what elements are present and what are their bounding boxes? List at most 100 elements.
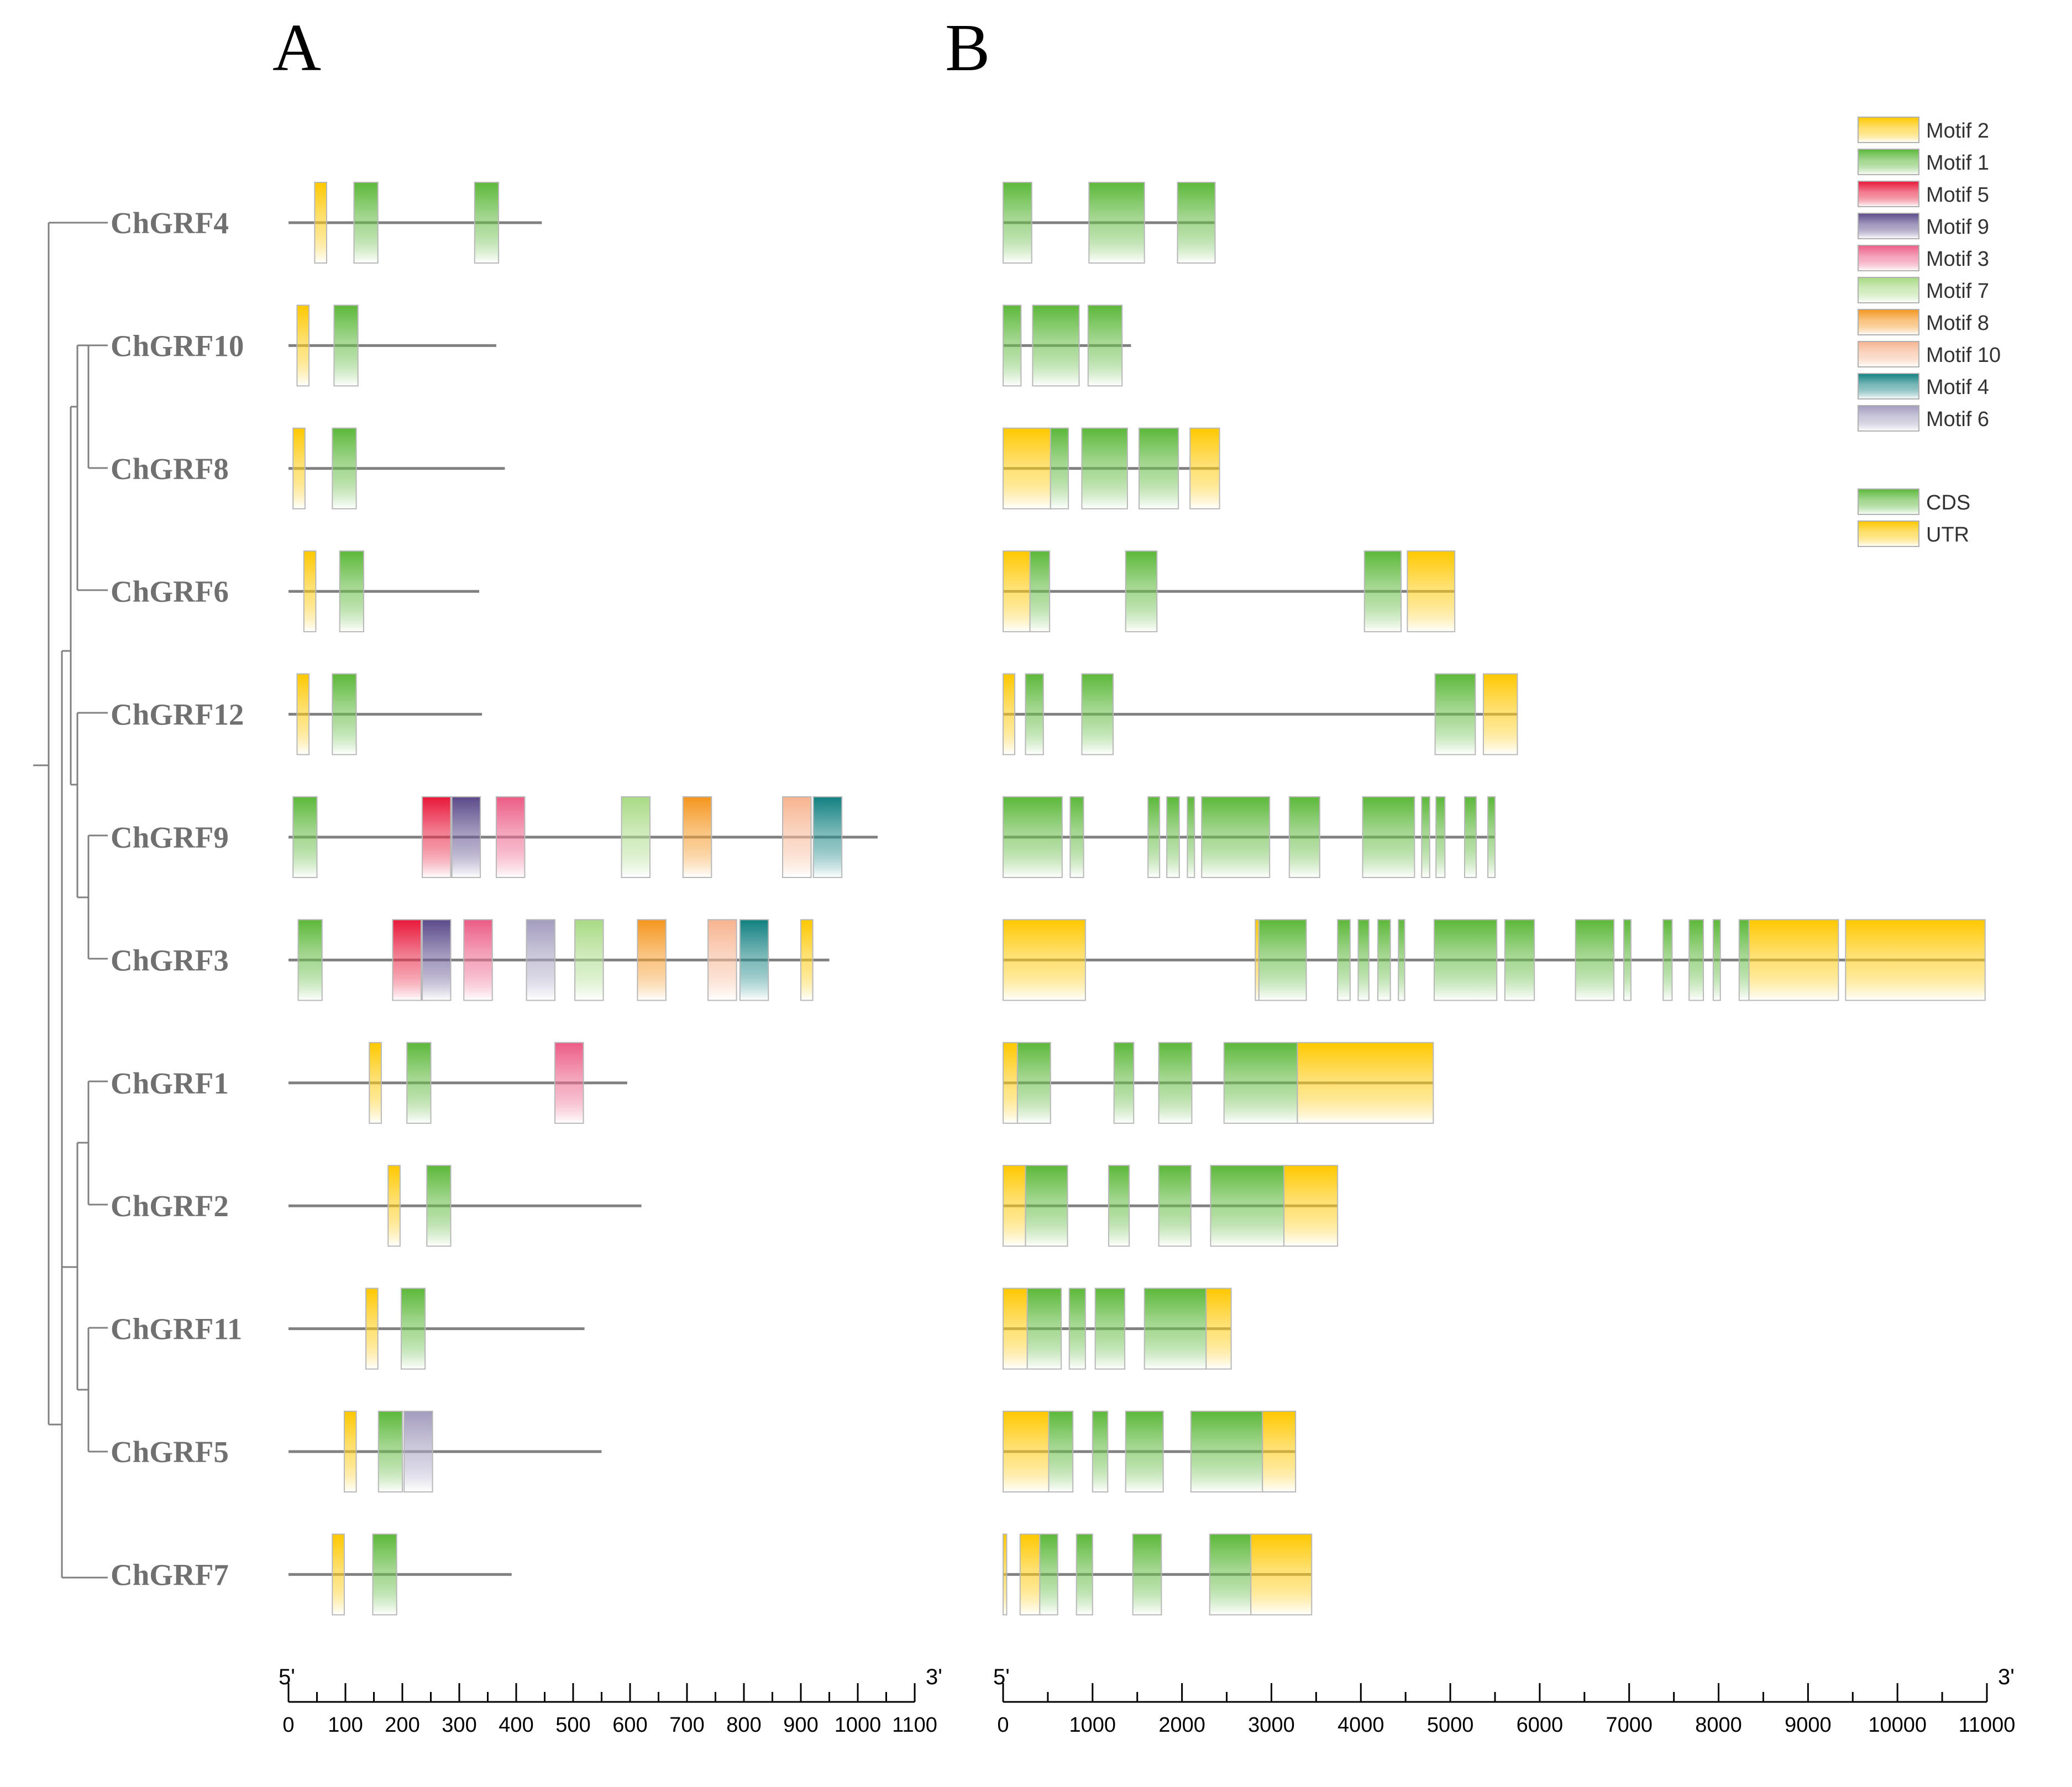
axis-tick-label: 700 [669,1714,704,1737]
cds-box [1032,304,1080,387]
gene-label: ChGRF7 [111,1558,229,1591]
motif-row [288,796,878,878]
legend-label: Motif 4 [1926,376,1989,399]
cds-box [1003,796,1063,878]
gene-label: ChGRF1 [111,1066,229,1100]
cds-box [1166,796,1180,878]
axis-tick-label: 4000 [1337,1714,1384,1737]
axis-start-label: 5' [993,1665,1010,1689]
axis-tick-label: 800 [726,1714,761,1737]
gene-label: ChGRF4 [111,206,229,240]
cds-box [1050,427,1069,509]
utr-box [1262,1411,1297,1492]
axis-tick-label: 300 [442,1714,476,1737]
utr-box [1407,550,1456,633]
axis-start-label: 5' [279,1665,295,1689]
motif-box-motif-7 [621,796,651,878]
motif-box-motif-6 [403,1411,433,1492]
gene-label: ChGRF8 [111,452,229,486]
motif-box-motif-9 [451,796,481,878]
utr-box [1003,427,1051,509]
utr-box [1003,1165,1026,1247]
motif-box-motif-1 [332,673,357,755]
axis-tick-label: 5000 [1427,1714,1474,1737]
cds-box [1039,1533,1058,1616]
gene-structure-panel [1003,182,1986,1616]
axis-tick-label: 7000 [1606,1714,1653,1737]
cds-box [1434,673,1476,755]
utr-box [1003,673,1016,755]
cds-box [1158,1165,1192,1247]
cds-box [1158,1042,1193,1124]
axis-tick-label: 0 [282,1714,294,1737]
legend-swatch-cds [1858,488,1919,515]
gene-label: ChGRF6 [111,575,229,608]
cds-box [1081,427,1128,509]
motif-box-motif-1 [377,1411,403,1492]
legend-swatch-motif-3 [1858,245,1919,271]
axis-tick-label: 9000 [1785,1714,1832,1737]
gene-label: ChGRF11 [111,1312,242,1346]
motif-box-motif-2 [296,673,310,755]
axis-b: 0 1000 2000 3000 4000 5000 6000 7000 8000 9000 100… [993,1665,2015,1737]
gene-label: ChGRF9 [111,821,229,854]
legend-label: Motif 8 [1926,312,1989,335]
axis-tick-label: 1000 [835,1714,882,1737]
cds-box [1688,919,1704,1001]
motif-box-motif-3 [495,796,526,878]
utr-box [1003,1411,1050,1492]
cds-box [1092,1411,1109,1492]
motif-box-motif-2 [314,182,328,264]
cds-box [1147,796,1161,878]
motif-box-motif-2 [296,304,310,387]
motif-box-motif-1 [400,1287,426,1370]
motif-box-motif-1 [353,182,379,264]
utr-box [1189,427,1220,509]
axis-tick-label: 900 [783,1714,818,1737]
cds-box [1048,1411,1074,1492]
cds-box [1087,304,1123,387]
cds-box [1113,1042,1135,1124]
cds-box [1433,919,1498,1001]
motif-row [288,1165,642,1247]
cds-box [1187,796,1195,878]
cds-box [1363,550,1402,633]
cds-box [1025,673,1044,755]
cds-box [1177,182,1216,264]
motif-box-motif-1 [474,182,500,264]
cds-box [1088,182,1145,264]
motif-row [288,1042,627,1124]
motif-box-motif-1 [426,1165,452,1247]
motif-box-motif-5 [422,796,452,878]
utr-box [1250,1533,1313,1616]
cds-box [1398,919,1405,1001]
axis-a: 0 100 200 300 400 500 600 700 800 900 1000 1100 5' 3' [279,1665,942,1737]
legend-swatch-motif-8 [1858,309,1919,335]
axis-tick-label: 2000 [1158,1714,1205,1737]
motif-box-motif-4 [812,796,843,878]
motif-box-motif-2 [365,1287,379,1370]
axis-tick-label: 500 [555,1714,590,1737]
legend-swatch-motif-6 [1858,405,1919,432]
cds-box [1662,919,1673,1001]
motif-panel [288,182,878,1616]
motif-box-motif-3 [554,1042,584,1124]
utr-box [1003,1042,1018,1124]
cds-box [1258,919,1307,1001]
axis-tick-label: 600 [612,1714,647,1737]
motif-box-motif-1 [406,1042,432,1124]
gene-label: ChGRF5 [111,1435,229,1469]
legend-label: Motif 3 [1926,248,1989,271]
axis-tick-label: 1000 [1069,1714,1116,1737]
axis-tick-label: 0 [997,1714,1009,1737]
cds-box [1377,919,1391,1001]
utr-box [1003,919,1086,1001]
legend-label: UTR [1926,523,1969,546]
motif-row [288,427,505,509]
cds-box [1288,796,1320,878]
structure-row [1003,1533,1313,1616]
motif-box-motif-1 [297,919,323,1001]
cds-box [1025,1165,1068,1247]
structure-row [1003,1165,1339,1247]
